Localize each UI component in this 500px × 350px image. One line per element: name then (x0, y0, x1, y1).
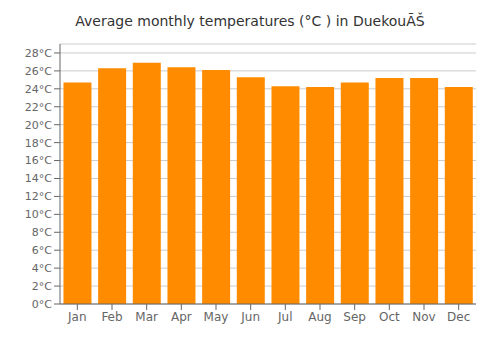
svg-text:22°C: 22°C (25, 101, 52, 114)
svg-text:16°C: 16°C (25, 154, 52, 167)
svg-text:4°C: 4°C (32, 262, 52, 275)
svg-text:18°C: 18°C (25, 137, 52, 150)
svg-text:24°C: 24°C (25, 83, 52, 96)
svg-text:Aug: Aug (308, 310, 331, 324)
svg-text:2°C: 2°C (32, 280, 52, 293)
svg-text:6°C: 6°C (32, 244, 52, 257)
svg-text:28°C: 28°C (25, 47, 52, 60)
svg-text:10°C: 10°C (25, 208, 52, 221)
svg-text:0°C: 0°C (32, 298, 52, 311)
svg-text:Jul: Jul (277, 310, 292, 324)
svg-text:26°C: 26°C (25, 65, 52, 78)
svg-text:Feb: Feb (101, 310, 122, 324)
svg-text:Oct: Oct (379, 310, 400, 324)
svg-text:May: May (204, 310, 229, 324)
html-text:Average monthly temperatures (: Average monthly temperatures (°C ) in Du… (75, 13, 425, 29)
svg-text:Apr: Apr (171, 310, 192, 324)
svg-text:Sep: Sep (343, 310, 366, 324)
svg-text:20°C: 20°C (25, 119, 52, 132)
svg-text:Mar: Mar (135, 310, 158, 324)
svg-text:Dec: Dec (447, 310, 470, 324)
svg-text:12°C: 12°C (25, 190, 52, 203)
svg-text:Jan: Jan (67, 310, 87, 324)
svg-text:Jun: Jun (240, 310, 260, 324)
svg-text:14°C: 14°C (25, 172, 52, 185)
svg-text:Nov: Nov (412, 310, 435, 324)
svg-text:8°C: 8°C (32, 226, 52, 239)
